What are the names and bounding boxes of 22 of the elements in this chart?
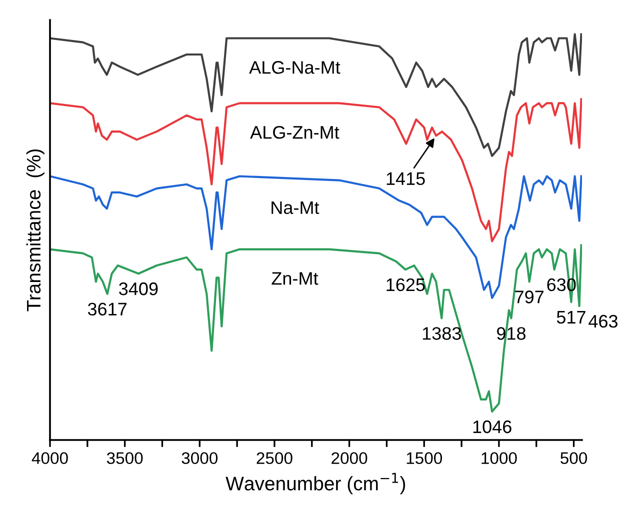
annotation: 3617 [88,302,126,316]
series-label: Na-Mt [272,201,320,214]
x-tick-label: 3000 [182,452,218,464]
series-label: ALG-Zn-Mt [250,126,340,139]
annotation: 1383 [422,327,461,340]
x-tick-label: 2500 [256,452,292,464]
x-tick-label: 3500 [106,452,143,464]
x-tick-label: 500 [560,452,588,464]
annotation: 1415 [386,172,425,186]
x-axis-title: Wavenumber (cm$^{−1}$) [226,472,406,494]
x-tick-label: 2000 [332,452,368,464]
y-axis-title: Transmittance (%) [26,149,44,312]
x-tick-label: 4000 [32,452,68,464]
annotation: 517 [556,311,586,324]
annotation: 463 [588,314,618,328]
annotation: 1046 [473,420,512,434]
annotation: 797 [515,290,544,304]
x-tick-label: 1500 [406,452,442,464]
series-label: ALG-Na-Mt [249,61,340,74]
annotation: 3409 [119,282,158,296]
x-tick-label: 1000 [482,452,517,464]
series-label: Zn-Mt [272,272,318,285]
